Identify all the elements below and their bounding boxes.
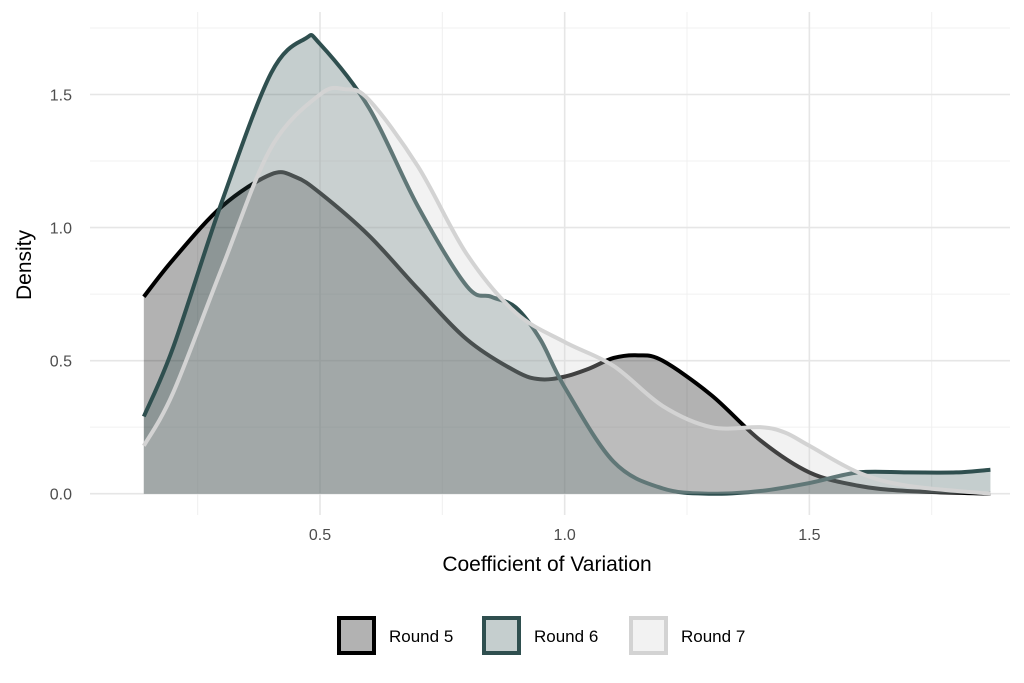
round-6-area: [143, 35, 991, 494]
x-axis-label: Coefficient of Variation: [442, 553, 651, 576]
y-tick-label: 0.5: [50, 354, 72, 371]
legend-label: Round 5: [389, 627, 453, 646]
legend: Round 5 Round 6 Round 7: [337, 616, 745, 655]
round-5-line: [142, 170, 991, 496]
y-axis-label: Density: [13, 229, 36, 300]
density-areas: [141, 33, 991, 496]
x-axis-ticks: 0.5 1.0 1.5: [309, 527, 821, 544]
legend-label: Round 7: [681, 627, 745, 646]
y-axis-ticks: 0.0 0.5 1.0 1.5: [50, 88, 72, 504]
x-tick-label: 1.0: [554, 527, 576, 544]
legend-label: Round 6: [534, 627, 598, 646]
round-5-area: [143, 172, 991, 494]
round-7-area: [143, 87, 991, 494]
y-tick-label: 1.0: [50, 221, 72, 238]
legend-key-round-7: [629, 616, 668, 655]
legend-item-round-5: Round 5: [337, 616, 453, 655]
legend-item-round-7: Round 7: [629, 616, 745, 655]
x-tick-label: 1.5: [798, 527, 820, 544]
y-tick-label: 1.5: [50, 88, 72, 105]
legend-item-round-6: Round 6: [482, 616, 598, 655]
round-7-line: [142, 85, 991, 496]
x-tick-label: 0.5: [309, 527, 331, 544]
round-6-line: [141, 33, 991, 496]
legend-key-round-6: [482, 616, 521, 655]
legend-key-round-5: [337, 616, 376, 655]
y-tick-label: 0.0: [50, 487, 72, 504]
